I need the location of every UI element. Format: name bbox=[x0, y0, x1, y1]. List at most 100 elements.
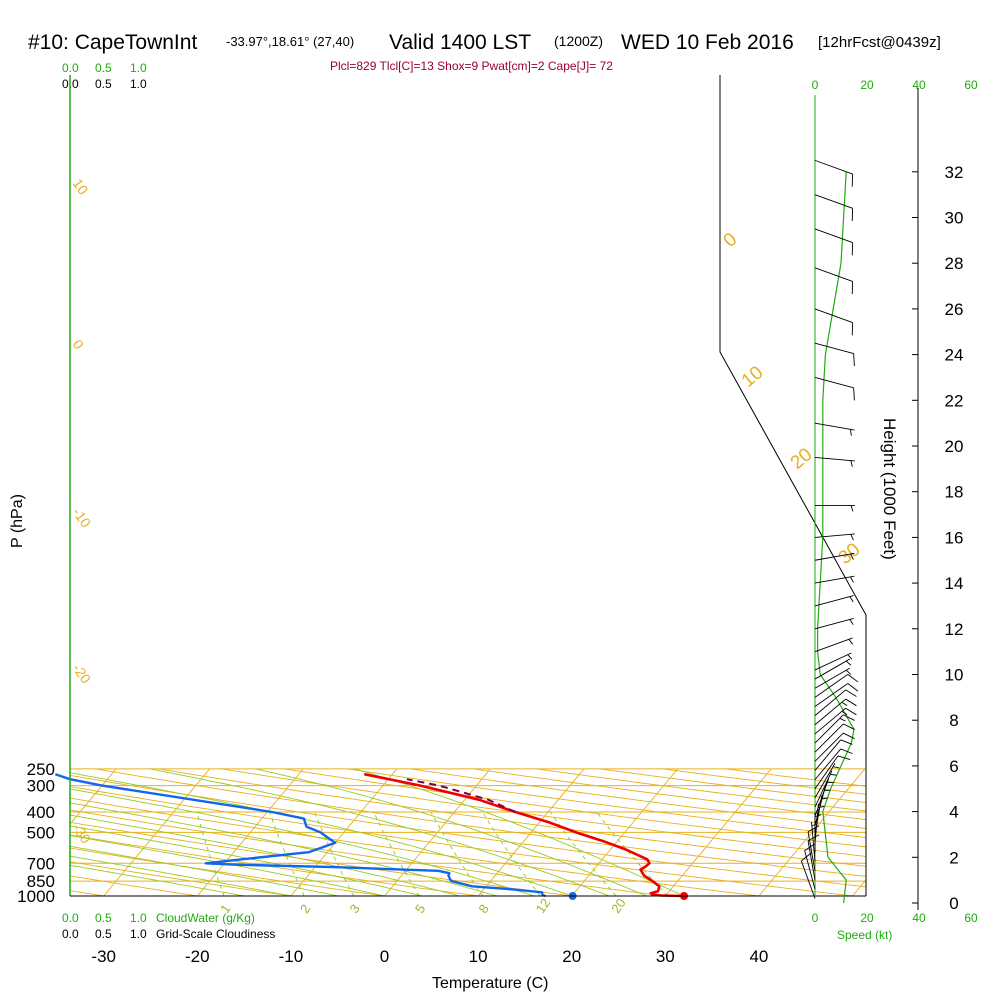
svg-text:1.0: 1.0 bbox=[130, 927, 147, 941]
isotherm-line bbox=[477, 768, 585, 896]
svg-text:1.0: 1.0 bbox=[130, 61, 147, 75]
dry-adiabat-line bbox=[70, 768, 666, 896]
svg-text:0.5: 0.5 bbox=[95, 61, 112, 75]
dry-adiabat-label: -20 bbox=[70, 661, 95, 687]
height-tick-label: 10 bbox=[945, 666, 964, 685]
temperature-profile-line bbox=[364, 772, 685, 898]
wind-barb bbox=[814, 159, 854, 187]
dry-adiabat-label: -30 bbox=[70, 821, 95, 847]
mixing-ratio-label: 3 bbox=[346, 901, 362, 916]
wind-barb bbox=[814, 228, 854, 256]
wind-barb bbox=[814, 637, 854, 653]
wind-barb bbox=[814, 674, 859, 698]
moist-adiabat-line bbox=[70, 768, 460, 896]
svg-text:0.0: 0.0 bbox=[62, 61, 79, 75]
wind-barb bbox=[814, 689, 857, 716]
isotherm-line bbox=[103, 768, 211, 896]
wind-barb bbox=[814, 770, 837, 808]
moist-adiabat-line bbox=[255, 768, 647, 896]
height-tick-label: 32 bbox=[945, 163, 964, 182]
dry-adiabat-line bbox=[70, 768, 291, 896]
wind-barb bbox=[814, 456, 855, 467]
height-axis-title: Height (1000 Feet) bbox=[880, 418, 899, 560]
mixing-ratio-label: 2 bbox=[297, 901, 313, 916]
wind-barb bbox=[814, 552, 855, 561]
valid-date: WED 10 Feb 2016 bbox=[621, 31, 794, 54]
cloudwater-label: CloudWater (g/Kg) bbox=[156, 911, 255, 925]
mixing-ratio-line bbox=[196, 811, 225, 896]
wind-barb bbox=[814, 778, 834, 817]
svg-text:0.5: 0.5 bbox=[95, 77, 112, 91]
speed-tick-label-bottom: 60 bbox=[964, 911, 978, 925]
svg-text:0.0: 0.0 bbox=[62, 927, 79, 941]
isotherm-line bbox=[758, 768, 866, 896]
dry-adiabat-label-right: 10 bbox=[738, 362, 768, 392]
moist-adiabat-line bbox=[70, 768, 497, 896]
temperature-tick-label: 40 bbox=[749, 947, 768, 966]
speed-axis-label: Speed (kt) bbox=[837, 928, 892, 942]
dry-adiabat-line bbox=[410, 768, 866, 896]
dry-adiabat-line bbox=[70, 768, 866, 896]
wind-barb bbox=[814, 748, 853, 780]
skewt-profiles bbox=[55, 772, 689, 900]
moist-adiabat-line bbox=[70, 768, 572, 896]
valid-time-zulu: (1200Z) bbox=[554, 33, 603, 49]
height-tick-label: 16 bbox=[945, 528, 964, 547]
mixing-ratio-line bbox=[268, 811, 305, 896]
wind-barb bbox=[814, 707, 857, 735]
mixing-ratio-label: 12 bbox=[533, 896, 554, 916]
height-tick-label: 2 bbox=[949, 848, 958, 867]
dry-adiabat-line bbox=[284, 768, 866, 896]
svg-text:0.5: 0.5 bbox=[95, 927, 112, 941]
dry-adiabat-line bbox=[70, 768, 479, 896]
height-tick-label: 20 bbox=[945, 437, 964, 456]
wind-barb bbox=[807, 825, 820, 872]
height-tick-label: 12 bbox=[945, 620, 964, 639]
temperature-tick-label: 10 bbox=[469, 947, 488, 966]
moist-adiabat-line bbox=[70, 768, 535, 896]
mixing-ratio-line bbox=[373, 811, 420, 896]
speed-tick-label-top: 40 bbox=[912, 78, 926, 92]
wind-barb bbox=[814, 652, 853, 671]
moist-adiabat-line bbox=[70, 768, 385, 896]
temperature-tick-label: -20 bbox=[185, 947, 210, 966]
wind-barb bbox=[814, 595, 854, 607]
dry-adiabat-line bbox=[70, 768, 385, 896]
svg-text:0.0: 0.0 bbox=[62, 911, 79, 925]
dry-adiabat-line bbox=[347, 768, 866, 896]
cloudiness-scale-top: 0.0 0.5 1.0 bbox=[62, 77, 147, 91]
temperature-tick-label: 0 bbox=[380, 947, 389, 966]
pressure-tick-label: 250 bbox=[27, 760, 55, 779]
wind-barb bbox=[814, 618, 854, 630]
isotherm-line bbox=[196, 768, 304, 896]
pressure-tick-label: 300 bbox=[27, 777, 55, 796]
svg-text:0.5: 0.5 bbox=[95, 911, 112, 925]
dry-adiabat-label: -10 bbox=[70, 505, 95, 531]
valid-time: Valid 1400 LST bbox=[389, 31, 531, 54]
wind-barb bbox=[814, 714, 855, 744]
dry-adiabat-label: 10 bbox=[70, 176, 92, 198]
wind-barb bbox=[814, 422, 855, 436]
moist-adiabat-line bbox=[70, 768, 423, 896]
isotherm-line bbox=[852, 768, 866, 896]
wind-barb bbox=[815, 504, 855, 512]
dry-adiabat-label: 0 bbox=[70, 337, 88, 353]
speed-tick-label-bottom: 20 bbox=[860, 911, 874, 925]
wind-speed-profile-line bbox=[816, 171, 855, 904]
wind-barb bbox=[814, 723, 855, 753]
height-tick-label: 4 bbox=[949, 803, 958, 822]
wind-barb bbox=[814, 698, 857, 726]
svg-text:1.0: 1.0 bbox=[130, 911, 147, 925]
cloudiness-label: Grid-Scale Cloudiness bbox=[156, 927, 275, 941]
station-coords: -33.97°,18.61° (27,40) bbox=[226, 34, 354, 49]
mixing-ratio-line bbox=[482, 811, 541, 896]
wind-barb bbox=[814, 575, 855, 584]
dry-adiabat-line bbox=[70, 768, 853, 896]
forecast-info: [12hrFcst@0439z] bbox=[818, 34, 941, 51]
wind-barb bbox=[814, 683, 859, 707]
wind-barb bbox=[814, 658, 852, 680]
cloudiness-scale-bottom: 0.0 0.5 1.0 Grid-Scale Cloudiness bbox=[62, 927, 275, 941]
svg-text:1.0: 1.0 bbox=[130, 77, 147, 91]
dewpoint-profile-line bbox=[55, 773, 546, 898]
